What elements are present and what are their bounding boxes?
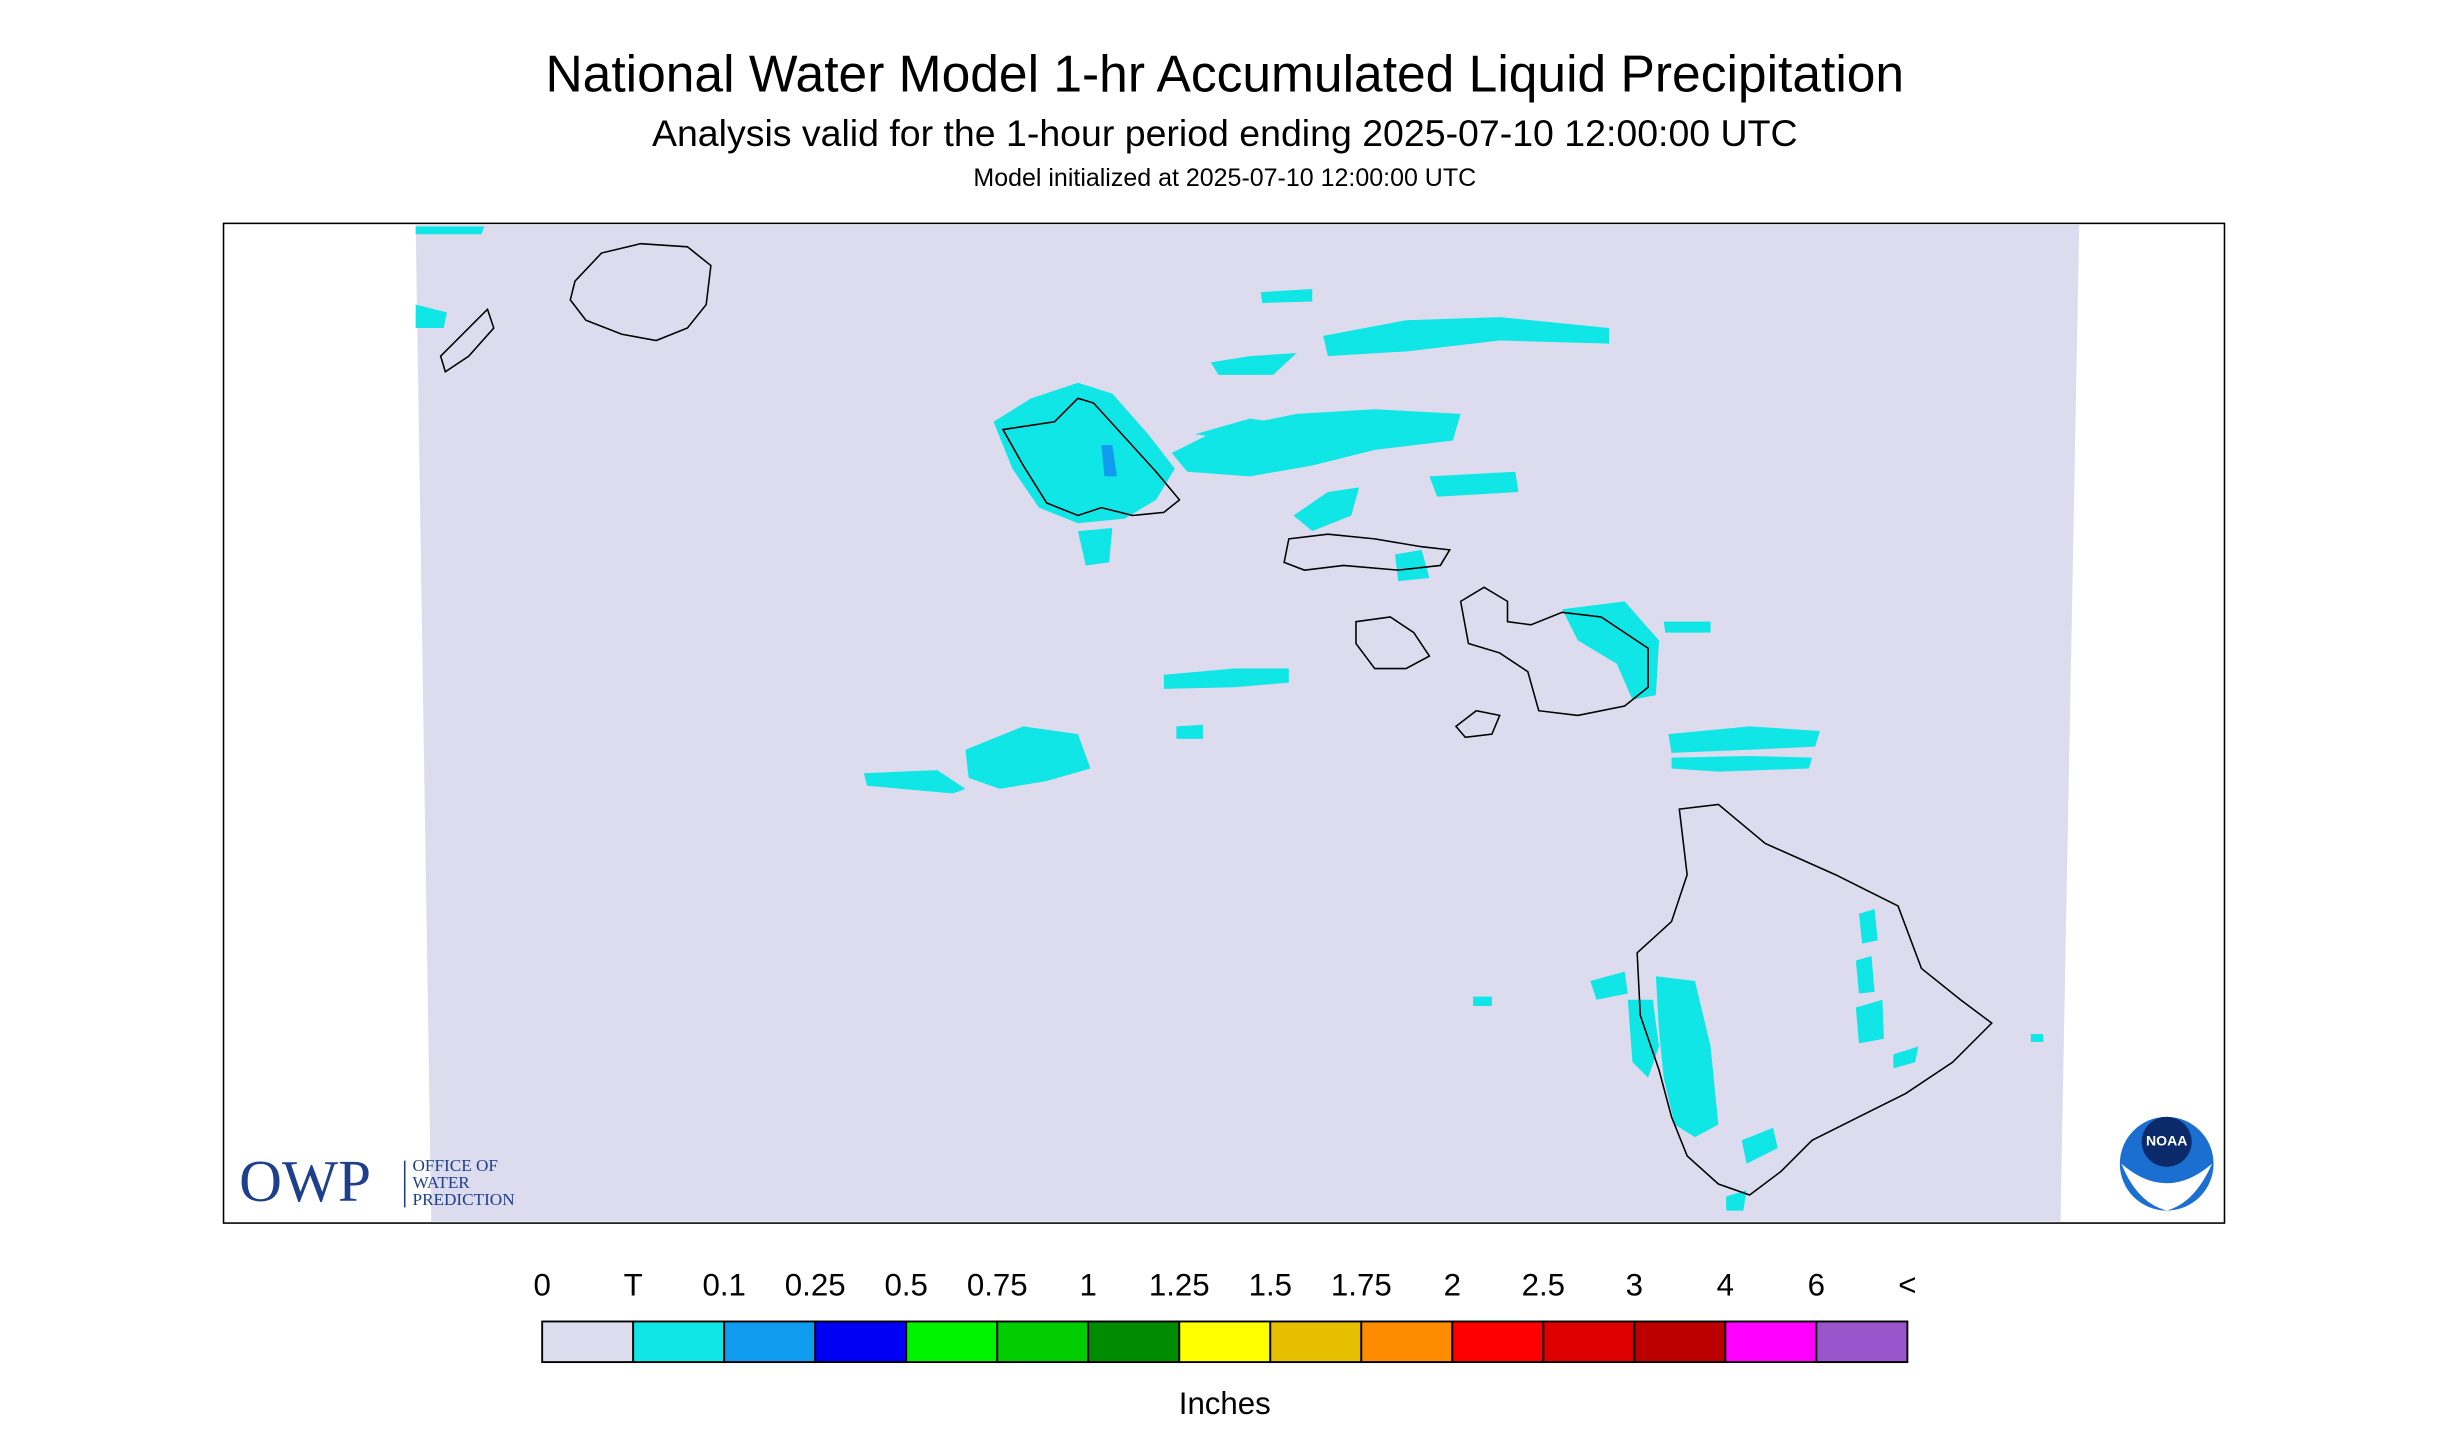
legend-swatch (1269, 1320, 1363, 1364)
owp-abbr: OWP (239, 1148, 371, 1214)
island-niihau (439, 307, 495, 373)
precip-area (1101, 445, 1118, 477)
noaa-text: NOAA (2146, 1133, 2187, 1149)
precip-area (2030, 1034, 2044, 1042)
precip-area (1395, 549, 1430, 582)
precip-area (1163, 668, 1289, 689)
precip-area (1893, 1046, 1919, 1069)
precip-area (1668, 726, 1820, 753)
legend-label: < (1898, 1267, 1916, 1302)
island-kauai (569, 242, 712, 342)
legend-swatch (1724, 1320, 1818, 1364)
legend-label: 0 (533, 1267, 550, 1302)
precip-area (415, 226, 485, 235)
precip-area (1176, 724, 1203, 739)
legend-swatch (632, 1320, 726, 1364)
legend-swatch (1542, 1320, 1636, 1364)
noaa-top (2141, 1116, 2192, 1167)
subtitle: Analysis valid for the 1-hour period end… (652, 112, 1798, 154)
legend-swatch (905, 1320, 999, 1364)
legend-swatch (814, 1320, 908, 1364)
precip-area (1195, 418, 1297, 444)
legend-label: 4 (1717, 1267, 1734, 1302)
owp-line: WATER (413, 1173, 471, 1192)
map-area: OWP OFFICE OF WATER PREDICTION NOAA (222, 222, 2226, 1224)
precip-area (1429, 471, 1519, 497)
legend-swatch (1087, 1320, 1181, 1364)
legend-label: 0.5 (885, 1267, 928, 1302)
island-outlines (439, 242, 1993, 1196)
title: National Water Model 1-hr Accumulated Li… (545, 45, 1904, 103)
owp-logo: OWP OFFICE OF WATER PREDICTION (239, 1148, 514, 1214)
legend-swatch (723, 1320, 817, 1364)
legend-unit: Inches (1179, 1386, 1271, 1421)
precip-areas (415, 226, 2044, 1211)
legend-label: 0.25 (785, 1267, 846, 1302)
island-maui (1459, 586, 1649, 717)
precip-area (1627, 999, 1660, 1078)
legend-label: T (624, 1267, 643, 1302)
owp-line: PREDICTION (413, 1190, 515, 1209)
legend-label: 1.75 (1331, 1267, 1392, 1302)
legend-swatch (1633, 1320, 1727, 1364)
island-lanai (1355, 616, 1431, 670)
precip-area (1726, 1190, 1747, 1211)
precip-area (965, 726, 1091, 789)
precip-area (1855, 955, 1875, 994)
precip-area (1077, 527, 1113, 566)
legend: 0 T 0.1 0.25 0.5 0.75 1 1.25 1.5 1.75 2 2.5 3 4 6 < (533, 1267, 1917, 1364)
precip-area (1671, 756, 1813, 772)
noaa-gull (2121, 1163, 2212, 1211)
island-molokai (1283, 533, 1452, 571)
legend-label: 1.25 (1149, 1267, 1210, 1302)
precip-area (1855, 999, 1884, 1044)
legend-swatch (1451, 1320, 1545, 1364)
precip-area (1323, 317, 1610, 357)
legend-label: 1.5 (1249, 1267, 1292, 1302)
island-oahu (1001, 397, 1181, 517)
legend-label: 3 (1626, 1267, 1643, 1302)
precip-area (1663, 621, 1711, 633)
precip-area (1655, 976, 1719, 1138)
island-kahoolawe (1454, 709, 1501, 739)
precip-area (1741, 1127, 1778, 1164)
legend-label: 0.1 (702, 1267, 745, 1302)
precip-area (1590, 971, 1628, 1000)
precip-area (1260, 288, 1313, 304)
island-hawaii (1636, 803, 1993, 1196)
legend-swatch (541, 1320, 635, 1364)
precip-area (863, 770, 966, 794)
legend-label: 2.5 (1522, 1267, 1565, 1302)
init-time: Model initialized at 2025-07-10 12:00:00… (973, 164, 1476, 192)
model-domain (415, 224, 2080, 1222)
precip-area (1473, 996, 1492, 1006)
legend-label: 0.75 (967, 1267, 1028, 1302)
precip-area (1293, 487, 1360, 532)
legend-swatch (1178, 1320, 1272, 1364)
precip-area (415, 304, 447, 329)
legend-label: 1 (1080, 1267, 1097, 1302)
legend-label: 2 (1444, 1267, 1461, 1302)
owp-line: OFFICE OF (413, 1156, 498, 1175)
precip-area (1562, 601, 1660, 700)
noaa-logo: NOAA (2119, 1116, 2214, 1211)
legend-swatch (1815, 1320, 1909, 1364)
legend-label: 6 (1808, 1267, 1825, 1302)
precip-area (1210, 353, 1297, 375)
precip-area (1858, 909, 1878, 944)
legend-swatch (996, 1320, 1090, 1364)
precip-area (993, 382, 1175, 524)
legend-swatch (1360, 1320, 1454, 1364)
